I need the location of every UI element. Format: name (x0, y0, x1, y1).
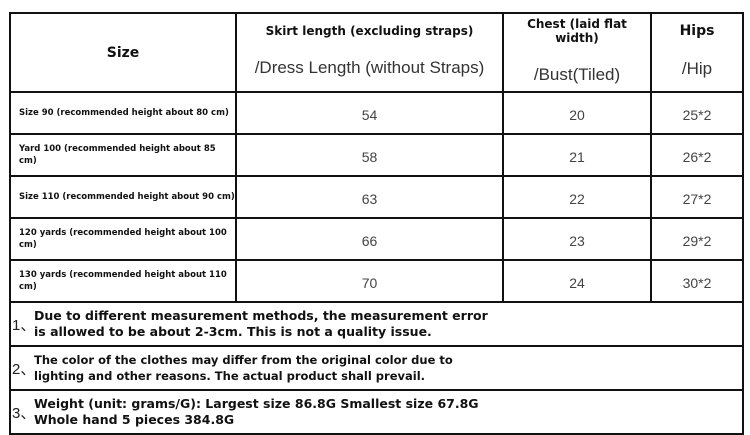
note-line: Due to different measurement methods, th… (34, 308, 488, 323)
note-line: Weight (unit: grams/G): Largest size 86.… (34, 396, 479, 411)
note-line: The color of the clothes may differ from… (34, 353, 453, 367)
table-row: Yard 100 (recommended height about 85 cm… (9, 133, 744, 177)
table-row: Size 90 (recommended height about 80 cm)… (9, 91, 744, 135)
note-row: 3、 Weight (unit: grams/G): Largest size … (9, 389, 744, 435)
chest-cell: 21 (502, 133, 652, 177)
size-cell: Size 110 (recommended height about 90 cm… (9, 175, 237, 219)
note-number: 3、 (12, 404, 36, 422)
length-cell: 66 (235, 217, 504, 261)
chest-cell: 23 (502, 217, 652, 261)
header-hips: Hips /Hip (650, 12, 744, 93)
hips-cell: 29*2 (650, 217, 744, 261)
hips-cell: 27*2 (650, 175, 744, 219)
header-hips-title: Hips (679, 22, 715, 39)
size-cell: Yard 100 (recommended height about 85 cm… (9, 133, 237, 177)
note-number: 1、 (12, 316, 36, 334)
header-length-title: Skirt length (excluding straps) (265, 23, 474, 38)
note-line: Whole hand 5 pieces 384.8G (34, 412, 235, 427)
length-cell: 63 (235, 175, 504, 219)
header-length-sub: /Dress Length (without Straps) (254, 57, 485, 77)
header-chest-title: Chest (laid flat width) (527, 16, 627, 45)
chest-cell: 20 (502, 91, 652, 135)
hips-cell: 30*2 (650, 259, 744, 303)
length-cell: 70 (235, 259, 504, 303)
note-line: lighting and other reasons. The actual p… (34, 369, 426, 383)
hips-cell: 26*2 (650, 133, 744, 177)
size-cell: 120 yards (recommended height about 100 … (9, 217, 237, 261)
table-row: 120 yards (recommended height about 100 … (9, 217, 744, 261)
header-chest-sub: /Bust(Tiled) (533, 64, 621, 84)
note-row: 1、 Due to different measurement methods,… (9, 301, 744, 347)
chest-cell: 24 (502, 259, 652, 303)
header-length: Skirt length (excluding straps) /Dress L… (235, 12, 504, 93)
table-row: Size 110 (recommended height about 90 cm… (9, 175, 744, 219)
size-chart-table: Size Skirt length (excluding straps) /Dr… (9, 12, 744, 435)
header-row: Size Skirt length (excluding straps) /Dr… (9, 12, 744, 93)
note-line: is allowed to be about 2-3cm. This is no… (34, 324, 432, 339)
size-cell: 130 yards (recommended height about 110 … (9, 259, 237, 303)
length-cell: 58 (235, 133, 504, 177)
header-chest: Chest (laid flat width) /Bust(Tiled) (502, 12, 652, 93)
table-row: 130 yards (recommended height about 110 … (9, 259, 744, 303)
chest-cell: 22 (502, 175, 652, 219)
size-cell: Size 90 (recommended height about 80 cm) (9, 91, 237, 135)
note-row: 2、 The color of the clothes may differ f… (9, 345, 744, 391)
header-size: Size (9, 12, 237, 93)
header-hips-sub: /Hip (681, 58, 713, 78)
length-cell: 54 (235, 91, 504, 135)
hips-cell: 25*2 (650, 91, 744, 135)
note-number: 2、 (12, 360, 36, 378)
